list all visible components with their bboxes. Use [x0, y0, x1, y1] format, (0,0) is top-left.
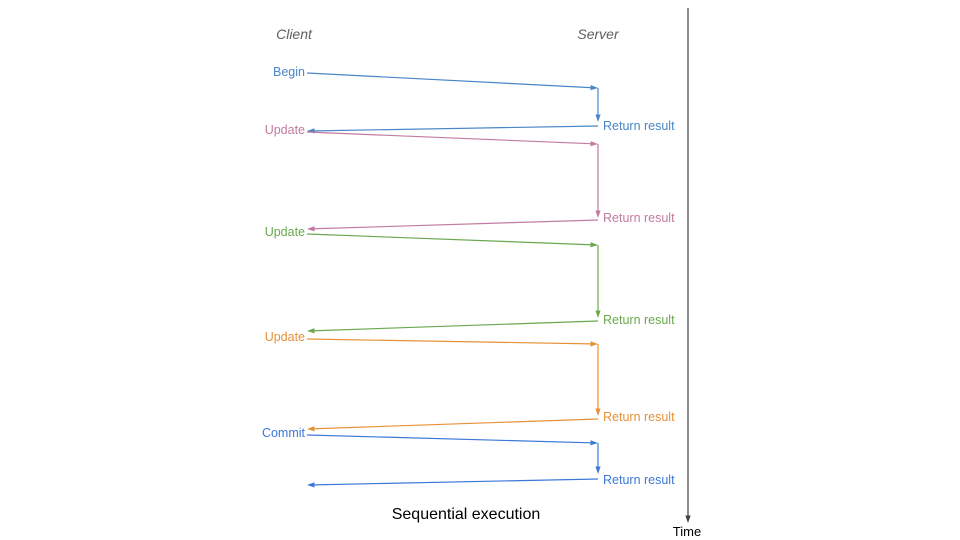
- request-arrow: [306, 72, 598, 91]
- client-message-label: Update: [264, 225, 305, 239]
- server-processing-arrow: [595, 344, 601, 416]
- request-arrow: [306, 233, 598, 248]
- return-result-label: Return result: [603, 410, 675, 424]
- client-message-label: Commit: [261, 426, 305, 440]
- request-arrow: [306, 338, 598, 347]
- return-arrow: [307, 320, 599, 334]
- client-message-label: Begin: [273, 65, 305, 79]
- time-axis-arrow: [685, 8, 691, 523]
- return-result-label: Return result: [603, 211, 675, 225]
- server-processing-arrow: [595, 443, 601, 474]
- client-column-header: Client: [276, 26, 312, 42]
- return-result-label: Return result: [603, 119, 675, 133]
- request-arrow: [306, 131, 598, 147]
- request-arrow: [306, 434, 598, 446]
- return-result-label: Return result: [603, 473, 675, 487]
- server-processing-arrow: [595, 88, 601, 122]
- server-processing-arrow: [595, 144, 601, 218]
- client-message-label: Update: [264, 123, 305, 137]
- return-arrow: [307, 219, 599, 232]
- return-arrow: [307, 478, 599, 488]
- return-arrow: [307, 125, 599, 134]
- server-column-header: Server: [577, 26, 619, 42]
- server-processing-arrow: [595, 245, 601, 318]
- return-arrow: [307, 418, 599, 432]
- time-axis-label: Time: [672, 524, 702, 539]
- diagram-title: Sequential execution: [391, 506, 541, 523]
- client-message-label: Update: [264, 330, 305, 344]
- return-result-label: Return result: [603, 313, 675, 327]
